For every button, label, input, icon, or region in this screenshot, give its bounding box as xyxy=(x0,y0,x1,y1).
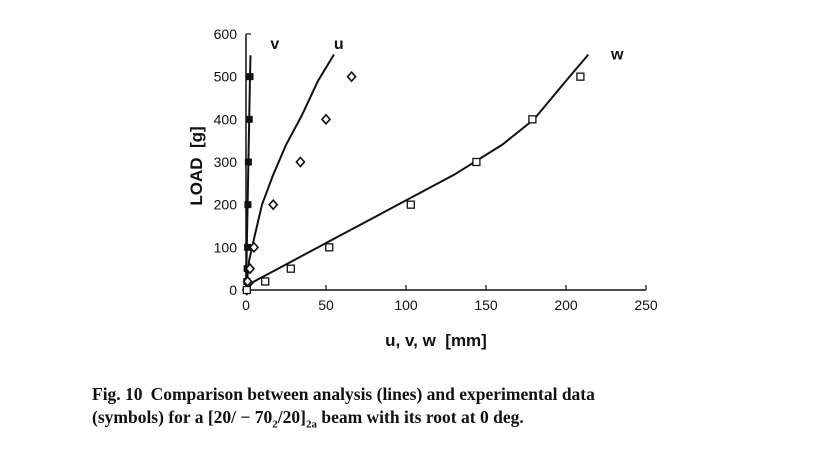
x-tick-label: 50 xyxy=(318,297,334,313)
marker-w xyxy=(286,264,295,273)
series-label-u: u xyxy=(334,36,344,53)
marker-w xyxy=(576,72,585,81)
marker-u xyxy=(295,156,306,168)
caption-subscript-1: 2 xyxy=(272,418,278,431)
marker-v xyxy=(244,243,252,251)
y-tick-label: 0 xyxy=(229,282,237,298)
y-tick-label: 300 xyxy=(214,154,238,170)
x-tick-label: 250 xyxy=(634,297,658,313)
analysis-line-w xyxy=(245,53,590,291)
y-axis-title: LOAD [g] xyxy=(187,126,206,205)
caption-figure-label: Fig. 10 xyxy=(92,384,143,404)
chart: 0 50 100 150 200 250 0 100 200 300 400 500 600 u, v, … xyxy=(187,26,658,350)
caption-text-2b: /20] xyxy=(277,407,306,427)
x-axis-title: u, v, w [mm] xyxy=(385,331,487,350)
marker-u xyxy=(268,198,279,211)
marker-u xyxy=(244,262,256,275)
x-tick-label: 100 xyxy=(394,297,418,313)
marker-v xyxy=(246,73,254,81)
marker-w xyxy=(242,285,251,295)
y-tick-label: 500 xyxy=(214,69,238,85)
marker-u xyxy=(320,113,332,126)
x-tick-label: 150 xyxy=(474,297,498,313)
marker-u xyxy=(248,241,260,254)
marker-v xyxy=(245,115,253,123)
marker-w xyxy=(325,243,334,252)
y-tick-label: 600 xyxy=(214,26,238,42)
y-tick-label: 200 xyxy=(214,197,238,213)
y-tick-label: 100 xyxy=(214,239,238,255)
caption-line-1: Fig. 10 Comparison between analysis (line… xyxy=(92,383,812,406)
analysis-line-u xyxy=(245,53,335,291)
marker-w xyxy=(528,115,537,124)
plot-area: 0 50 100 150 200 250 0 100 200 300 400 500 600 u, v, … xyxy=(187,26,658,350)
series-label-v: v xyxy=(270,36,279,53)
figure-caption: Fig. 10 Comparison between analysis (line… xyxy=(92,383,812,437)
marker-w xyxy=(406,200,415,209)
marker-u xyxy=(346,70,357,83)
caption-line-2: (symbols) for a [20/ − 702/20]2a beam wi… xyxy=(92,406,812,437)
marker-v xyxy=(244,158,252,166)
marker-w xyxy=(472,157,481,167)
series-label-w: w xyxy=(610,47,624,64)
marker-w xyxy=(261,277,270,286)
y-tick-label: 400 xyxy=(214,111,238,127)
caption-text-1: Comparison between analysis (lines) and … xyxy=(150,384,595,404)
x-tick-label: 200 xyxy=(554,297,578,313)
marker-v xyxy=(244,201,252,209)
caption-text-2a: (symbols) for a [20/ − 70 xyxy=(92,407,273,427)
caption-text-2c: beam with its root at 0 deg. xyxy=(316,407,524,427)
x-tick-label: 0 xyxy=(242,297,250,313)
caption-subscript-2: 2a xyxy=(305,418,317,431)
